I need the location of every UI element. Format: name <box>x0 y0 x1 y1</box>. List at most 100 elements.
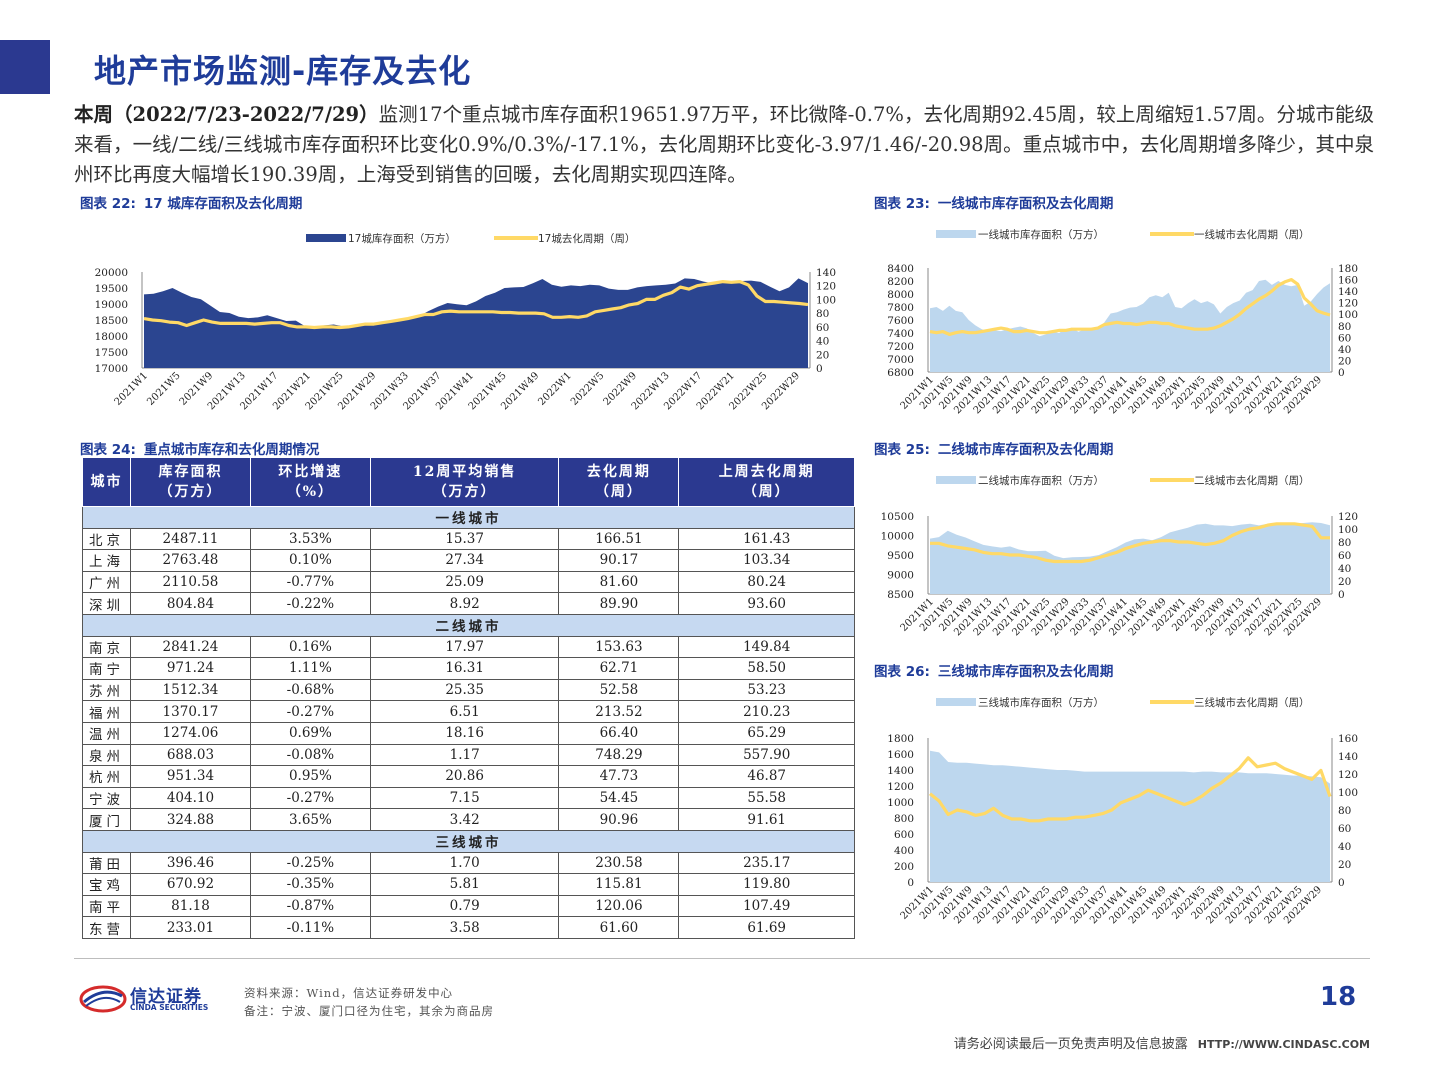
left-tick-label: 800 <box>894 813 914 825</box>
cell-inventory: 396.46 <box>130 851 251 875</box>
cell-last-week-cycle: 55.58 <box>678 786 855 810</box>
header-inventory: 库存面积 （万方） <box>130 457 251 507</box>
right-tick-label: 20 <box>1338 859 1351 871</box>
cell-city: 东营 <box>82 916 131 939</box>
disclaimer: 请务必阅读最后一页免责声明及信息披露 HTTP://WWW.CINDASC.COM <box>954 1033 1370 1052</box>
chart-tier2-svg: 二线城市库存面积（万方） 二线城市去化周期（周） 10500 10000 9500 900… <box>881 474 1358 638</box>
cell-inventory: 1274.06 <box>130 721 251 745</box>
cell-avg-sales: 5.81 <box>369 873 560 896</box>
table-row: 杭州 951.34 0.95% 20.86 47.73 46.87 <box>82 765 855 788</box>
cell-inventory: 971.24 <box>130 657 251 680</box>
chart-tier2-inventory: 二线城市库存面积（万方） 二线城市去化周期（周） 10500 10000 9500 900… <box>874 468 1374 648</box>
cell-wow-growth: 1.11% <box>249 657 371 680</box>
remark-text: 备注：宁波、厦门口径为住宅，其余为商品房 <box>244 1004 494 1018</box>
header-destock-cycle: 去化周期 （周） <box>558 457 680 507</box>
table-header-row: 城市 库存面积 （万方） 环比增速 （%） 12周平均销售 （万方） 去化周期 （周） … <box>82 457 855 507</box>
cell-city: 厦门 <box>82 808 131 831</box>
table-row: 福州 1370.17 -0.27% 6.51 213.52 210.23 <box>82 700 855 723</box>
right-tick-label: 100 <box>1338 787 1358 799</box>
cell-destock-cycle: 90.96 <box>558 808 680 831</box>
cell-last-week-cycle: 58.50 <box>678 657 855 680</box>
cell-last-week-cycle: 235.17 <box>678 851 855 875</box>
legend-swatch-area <box>936 230 976 238</box>
footer-divider <box>74 958 1370 959</box>
table-row: 东营 233.01 -0.11% 3.58 61.60 61.69 <box>82 916 855 939</box>
inventory-area-series <box>930 522 1330 594</box>
cell-inventory: 81.18 <box>130 894 251 918</box>
table-row: 苏州 1512.34 -0.68% 25.35 52.58 53.23 <box>82 678 855 702</box>
table-row: 南京 2841.24 0.16% 17.97 153.63 149.84 <box>82 635 855 659</box>
cell-wow-growth: -0.11% <box>249 916 371 939</box>
cell-avg-sales: 6.51 <box>369 700 560 723</box>
x-tick-label: 2022W1 <box>536 370 574 408</box>
cell-avg-sales: 17.97 <box>369 635 560 659</box>
cell-inventory: 2487.11 <box>130 527 251 551</box>
right-tick-label: 80 <box>1338 321 1351 333</box>
right-tick-label: 80 <box>816 308 829 320</box>
cell-last-week-cycle: 119.80 <box>678 873 855 896</box>
cell-last-week-cycle: 46.87 <box>678 765 855 788</box>
table-row: 广州 2110.58 -0.77% 25.09 81.60 80.24 <box>82 570 855 594</box>
cell-city: 福州 <box>82 700 131 723</box>
x-tick-label: 2021W5 <box>145 370 183 408</box>
cell-destock-cycle: 213.52 <box>558 700 680 723</box>
right-tick-label: 60 <box>1338 823 1351 835</box>
cell-last-week-cycle: 107.49 <box>678 894 855 918</box>
table-row: 宁波 404.10 -0.27% 7.15 54.45 55.58 <box>82 786 855 810</box>
cell-inventory: 804.84 <box>130 592 251 615</box>
left-tick-label: 1400 <box>887 765 914 777</box>
website-url[interactable]: HTTP://WWW.CINDASC.COM <box>1197 1038 1370 1051</box>
summary-paragraph: 本周（2022/7/23-2022/7/29）监测17个重点城市库存面积1965… <box>74 100 1374 190</box>
table-row: 上海 2763.48 0.10% 27.34 90.17 103.34 <box>82 549 855 572</box>
logo-text-en: CINDA SECURITIES <box>130 1003 209 1012</box>
cell-last-week-cycle: 65.29 <box>678 721 855 745</box>
cell-destock-cycle: 153.63 <box>558 635 680 659</box>
header-last-week-cycle: 上周去化周期 （周） <box>678 457 855 507</box>
left-tick-label: 18500 <box>95 315 128 327</box>
cell-city: 苏州 <box>82 678 131 702</box>
cell-destock-cycle: 120.06 <box>558 894 680 918</box>
cell-avg-sales: 0.79 <box>369 894 560 918</box>
left-tick-label: 17000 <box>95 363 128 375</box>
cell-avg-sales: 1.17 <box>369 743 560 767</box>
cell-inventory: 233.01 <box>130 916 251 939</box>
legend-label: 三线城市去化周期（周） <box>1194 696 1310 709</box>
right-tick-label: 100 <box>1338 524 1358 536</box>
right-tick-label: 60 <box>816 322 829 334</box>
legend-label: 三线城市库存面积（万方） <box>978 696 1104 709</box>
x-tick-label: 2021W1 <box>113 370 151 408</box>
cell-destock-cycle: 748.29 <box>558 743 680 767</box>
legend-label: 二线城市去化周期（周） <box>1194 474 1310 487</box>
cell-inventory: 670.92 <box>130 873 251 896</box>
legend-label: 一线城市库存面积（万方） <box>978 228 1104 241</box>
left-tick-label: 9000 <box>887 570 914 582</box>
chart-tier1-inventory: 一线城市库存面积（万方） 一线城市去化周期（周） 8400 8200 8000 7800 7… <box>874 222 1374 432</box>
cell-inventory: 324.88 <box>130 808 251 831</box>
cell-inventory: 688.03 <box>130 743 251 767</box>
cell-wow-growth: -0.35% <box>249 873 371 896</box>
cell-last-week-cycle: 53.23 <box>678 678 855 702</box>
cell-inventory: 2763.48 <box>130 549 251 572</box>
x-tick-label: 2022W5 <box>569 370 607 408</box>
cell-wow-growth: 0.69% <box>249 721 371 745</box>
legend-swatch-area <box>306 234 346 242</box>
left-tick-label: 17500 <box>95 347 128 359</box>
cell-city: 宁波 <box>82 786 131 810</box>
table-row: 温州 1274.06 0.69% 18.16 66.40 65.29 <box>82 721 855 745</box>
legend-label: 二线城市库存面积（万方） <box>978 474 1104 487</box>
left-tick-label: 7000 <box>887 354 914 366</box>
cell-city: 南平 <box>82 894 131 918</box>
cell-avg-sales: 3.42 <box>369 808 560 831</box>
left-tick-label: 7800 <box>887 302 914 314</box>
right-tick-label: 0 <box>1338 367 1345 379</box>
cell-destock-cycle: 89.90 <box>558 592 680 615</box>
cell-destock-cycle: 90.17 <box>558 549 680 572</box>
left-tick-label: 1800 <box>887 733 914 745</box>
cell-city: 杭州 <box>82 765 131 788</box>
left-tick-label: 6800 <box>887 367 914 379</box>
table-row: 宝鸡 670.92 -0.35% 5.81 115.81 119.80 <box>82 873 855 896</box>
left-tick-label: 1000 <box>887 797 914 809</box>
cell-avg-sales: 18.16 <box>369 721 560 745</box>
legend-label: 17城去化周期（周） <box>538 232 635 245</box>
cell-city: 温州 <box>82 721 131 745</box>
